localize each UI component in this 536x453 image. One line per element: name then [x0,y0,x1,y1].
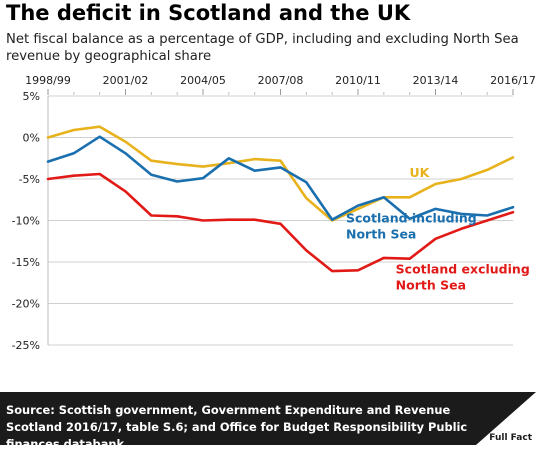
series-label: Scotland including [346,211,477,226]
y-tick-label: 5% [23,90,40,103]
series-line-scotland-including-north-sea [46,135,515,221]
chart-subtitle: Net fiscal balance as a percentage of GD… [6,32,519,64]
series-line-uk [46,125,515,222]
series-label: North Sea [396,278,466,293]
y-tick-label: -25% [12,339,40,352]
source-label: Source: [6,403,55,417]
line-chart: 1998/99 2001/02 2004/05 2007/08 2010/11 2013/… [12,74,536,352]
x-tick-label: 2001/02 [103,74,149,87]
x-axis-ticks: 1998/99 2001/02 2004/05 2007/08 2010/11 2013/… [25,74,536,95]
y-tick-label: -5% [19,173,40,186]
full-fact-logo [476,392,536,445]
x-tick-label: 2007/08 [258,74,304,87]
x-tick-label: 2004/05 [180,74,226,87]
y-tick-label: 0% [23,132,40,145]
chart-title: The deficit in Scotland and the UK [6,1,411,25]
logo-text: Full Fact [489,433,532,443]
x-tick-label: 1998/99 [25,74,71,87]
series-label: North Sea [346,227,416,242]
series-line-scotland-excluding-north-sea [46,172,515,273]
y-tick-label: -20% [12,298,40,311]
y-axis-ticks: 5% 0% -5% -10% -15% -20% -25% [12,90,40,352]
series-label: UK [410,165,431,180]
y-tick-label: -10% [12,215,40,228]
x-tick-label: 2013/14 [413,74,459,87]
series-label: Scotland excluding [396,262,530,277]
source-footer: Source: Scottish government, Government … [0,392,536,451]
x-tick-label: 2010/11 [335,74,381,87]
source-note: Source: Scottish government, Government … [6,402,476,453]
series-layer [46,125,515,273]
x-tick-label: 2016/17 [490,74,536,87]
source-text: Scottish government, Government Expendit… [6,403,468,451]
y-tick-label: -15% [12,256,40,269]
